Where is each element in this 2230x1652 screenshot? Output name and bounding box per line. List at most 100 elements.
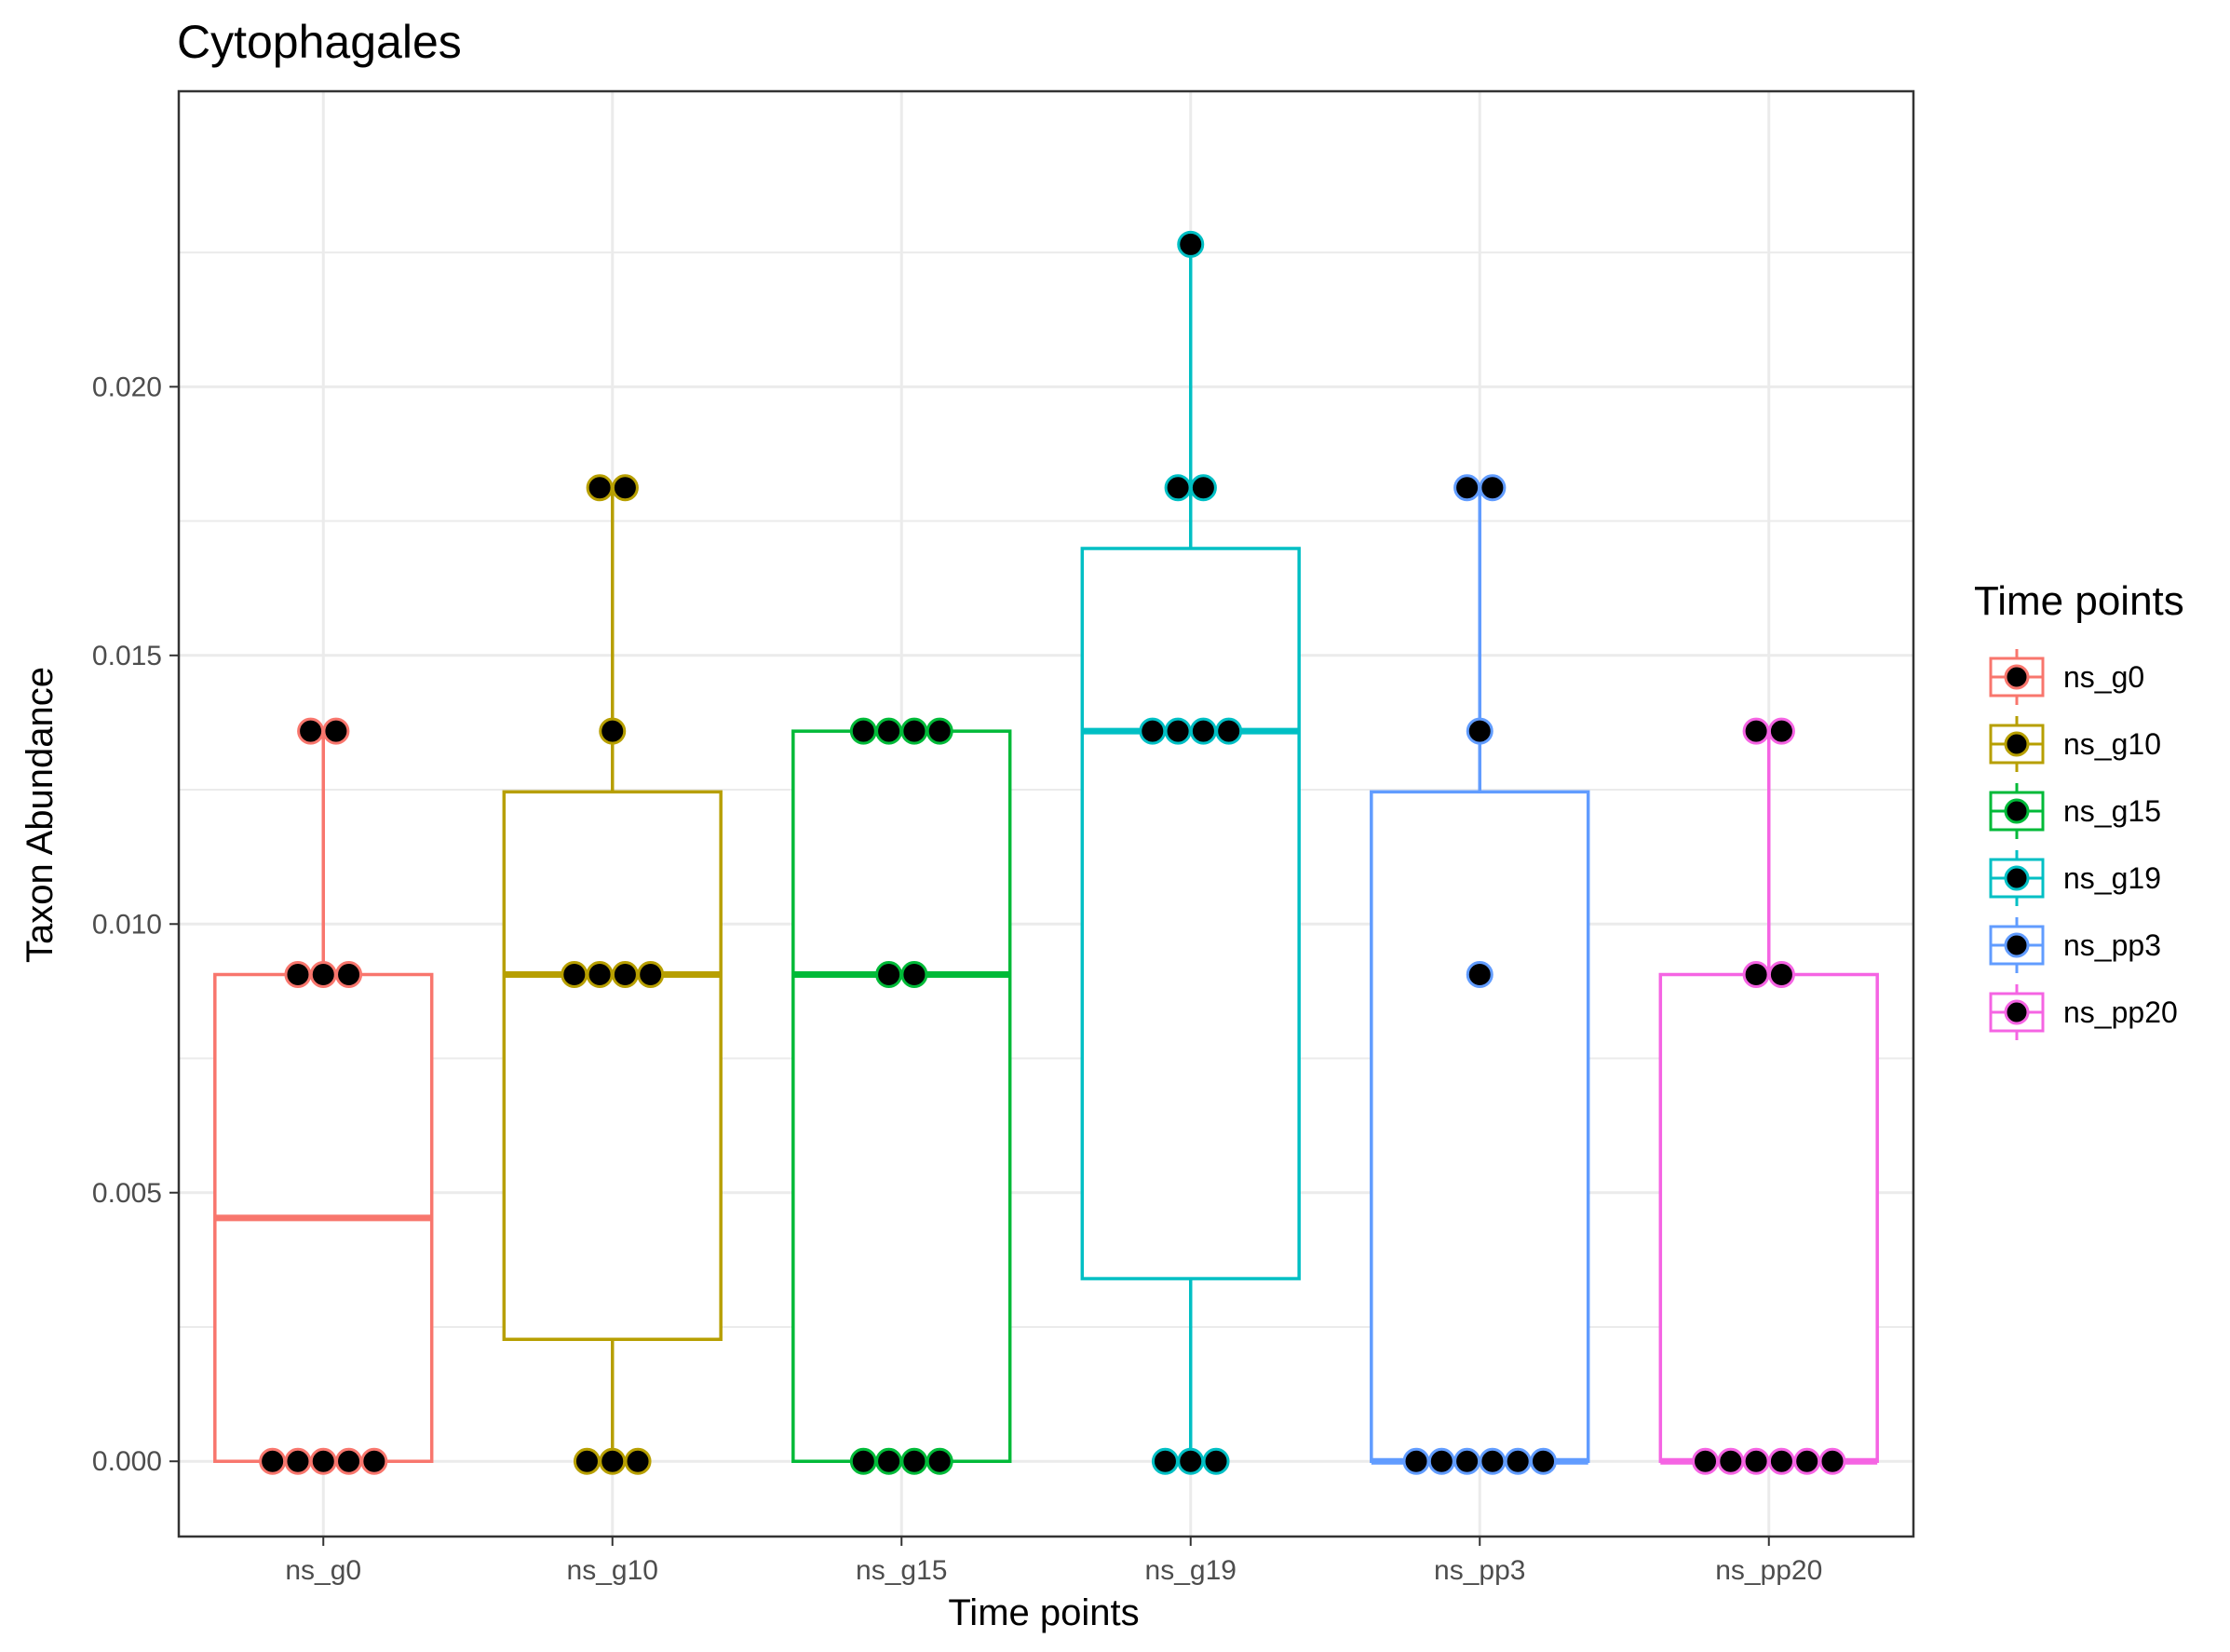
x-tick-label: ns_g0: [285, 1555, 361, 1586]
data-point: [1742, 717, 1770, 745]
data-point: [1402, 1447, 1430, 1475]
x-tick-label: ns_g10: [567, 1555, 658, 1586]
legend-item-ns_g10: ns_g10: [1989, 716, 2161, 772]
data-point: [849, 717, 877, 745]
legend-label: ns_g10: [2063, 727, 2161, 761]
data-point: [1164, 474, 1192, 502]
data-point: [926, 717, 953, 745]
data-point: [926, 1447, 953, 1475]
legend-item-ns_pp20: ns_pp20: [1989, 984, 2178, 1040]
data-point: [599, 717, 627, 745]
legend-label: ns_g19: [2063, 861, 2161, 895]
data-point: [900, 717, 928, 745]
y-tick-label: 0.010: [92, 909, 162, 940]
data-point: [259, 1447, 287, 1475]
box: [1658, 972, 1879, 1463]
y-tick-label: 0.015: [92, 641, 162, 671]
y-tick-label: 0.000: [92, 1446, 162, 1477]
box: [502, 790, 723, 1342]
y-tick-label: 0.020: [92, 372, 162, 402]
data-point: [297, 717, 325, 745]
data-point: [624, 1447, 652, 1475]
data-point: [1189, 474, 1217, 502]
legend-item-ns_pp3: ns_pp3: [1989, 917, 2161, 973]
legend-key-dot: [2004, 865, 2030, 891]
data-point: [309, 961, 337, 989]
data-point: [1818, 1447, 1846, 1475]
data-point: [1767, 717, 1795, 745]
box: [1370, 790, 1590, 1463]
data-point: [849, 1447, 877, 1475]
data-point: [284, 961, 312, 989]
legend-key-dot: [2004, 932, 2030, 958]
data-point: [1453, 1447, 1481, 1475]
data-point: [1479, 474, 1507, 502]
box-group-ns_g0: [213, 717, 434, 1475]
legend-item-ns_g19: ns_g19: [1989, 850, 2161, 906]
data-point: [900, 1447, 928, 1475]
panel-background: [179, 91, 1913, 1537]
data-point: [284, 1447, 312, 1475]
data-point: [561, 961, 588, 989]
legend-key-dot: [2004, 999, 2030, 1025]
data-point: [586, 961, 614, 989]
box: [791, 729, 1012, 1463]
box-group-ns_pp20: [1658, 717, 1879, 1475]
box-group-ns_g15: [791, 717, 1012, 1475]
box-group-ns_g19: [1080, 230, 1301, 1475]
x-axis-title: Time points: [948, 1592, 1139, 1633]
data-point: [1177, 230, 1205, 258]
data-point: [1215, 717, 1243, 745]
legend-title: Time points: [1974, 578, 2184, 624]
data-point: [1742, 1447, 1770, 1475]
data-point: [1202, 1447, 1230, 1475]
legend: Time points ns_g0 ns_g10 ns_g15 ns_g19 ns_pp…: [1974, 578, 2184, 1040]
data-point: [309, 1447, 337, 1475]
data-point: [1466, 717, 1493, 745]
data-point: [322, 717, 350, 745]
legend-label: ns_g15: [2063, 794, 2161, 828]
data-point: [1692, 1447, 1719, 1475]
data-point: [360, 1447, 388, 1475]
data-point: [611, 474, 639, 502]
data-point: [1767, 1447, 1795, 1475]
legend-label: ns_pp3: [2063, 928, 2161, 962]
data-point: [599, 1447, 627, 1475]
x-tick-label: ns_pp20: [1715, 1555, 1822, 1586]
legend-label: ns_g0: [2063, 660, 2144, 694]
data-point: [611, 961, 639, 989]
data-point: [335, 1447, 363, 1475]
x-tick-label: ns_g15: [856, 1555, 947, 1586]
legend-label: ns_pp20: [2063, 995, 2178, 1029]
data-point: [1793, 1447, 1821, 1475]
chart-title: Cytophagales: [177, 16, 462, 68]
data-point: [875, 961, 903, 989]
y-tick-label: 0.005: [92, 1178, 162, 1209]
data-point: [335, 961, 363, 989]
box-group-ns_g10: [502, 474, 723, 1475]
data-point: [637, 961, 665, 989]
data-point: [1530, 1447, 1557, 1475]
legend-item-ns_g0: ns_g0: [1989, 649, 2144, 705]
data-point: [573, 1447, 601, 1475]
legend-item-ns_g15: ns_g15: [1989, 783, 2161, 839]
data-point: [586, 474, 614, 502]
data-point: [1742, 961, 1770, 989]
data-point: [1717, 1447, 1745, 1475]
legend-key-dot: [2004, 731, 2030, 757]
data-point: [1164, 717, 1192, 745]
data-point: [1453, 474, 1481, 502]
data-point: [1139, 717, 1167, 745]
data-point: [875, 1447, 903, 1475]
data-point: [875, 717, 903, 745]
data-point: [1427, 1447, 1455, 1475]
box: [1080, 547, 1301, 1280]
data-point: [1177, 1447, 1205, 1475]
data-point: [1151, 1447, 1179, 1475]
data-point: [1504, 1447, 1532, 1475]
box-group-ns_pp3: [1370, 474, 1590, 1475]
data-point: [1466, 961, 1493, 989]
plot-area: 0.000 0.005 0.010 0.015 0.020 ns_g0 ns_g10 ns_g…: [92, 89, 1915, 1586]
data-point: [900, 961, 928, 989]
